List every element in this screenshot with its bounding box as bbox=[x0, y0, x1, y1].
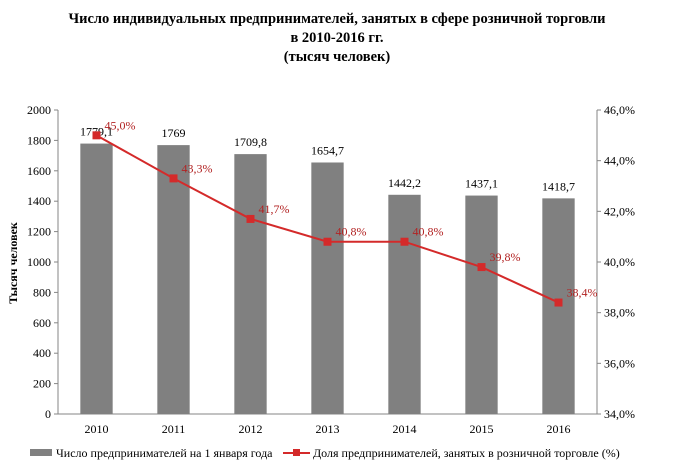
y-tick-label: 1200 bbox=[27, 225, 51, 239]
y-tick-label: 0 bbox=[45, 407, 51, 421]
chart-title-line-3: (тысяч человек) bbox=[284, 49, 391, 65]
line-marker bbox=[400, 237, 409, 246]
y-tick-label: 200 bbox=[33, 377, 51, 391]
y-tick-label: 400 bbox=[33, 346, 51, 360]
bar-value-label: 1654,7 bbox=[311, 143, 344, 157]
y-tick-label: 800 bbox=[33, 285, 51, 299]
bar bbox=[157, 145, 190, 414]
legend: Число предпринимателей на 1 января года … bbox=[30, 446, 620, 460]
x-tick-label: 2011 bbox=[162, 422, 186, 436]
legend-swatch-marker bbox=[293, 449, 300, 456]
bar-value-label: 1442,2 bbox=[388, 176, 421, 190]
bar bbox=[80, 143, 113, 415]
legend-label-bars: Число предпринимателей на 1 января года bbox=[56, 446, 273, 460]
y-tick-label: 1800 bbox=[27, 133, 51, 147]
legend-swatch-bars bbox=[30, 449, 52, 456]
y-tick-label: 2000 bbox=[27, 103, 51, 117]
line-value-label: 41,7% bbox=[259, 202, 290, 216]
line-value-label: 40,8% bbox=[413, 225, 444, 239]
y2-tick-label: 44,0% bbox=[604, 154, 635, 168]
line-value-label: 38,4% bbox=[567, 286, 598, 300]
y2-tick-label: 34,0% bbox=[604, 407, 635, 421]
line-marker bbox=[169, 174, 178, 183]
line-value-label: 39,8% bbox=[490, 250, 521, 264]
y2-tick-label: 38,0% bbox=[604, 306, 635, 320]
y-tick-label: 1600 bbox=[27, 164, 51, 178]
x-tick-label: 2012 bbox=[239, 422, 263, 436]
line-marker bbox=[323, 237, 332, 246]
x-tick-label: 2014 bbox=[393, 422, 417, 436]
x-tick-label: 2013 bbox=[316, 422, 340, 436]
bar bbox=[234, 154, 267, 414]
x-tick-label: 2010 bbox=[85, 422, 109, 436]
line-marker bbox=[477, 263, 486, 272]
line-value-label: 40,8% bbox=[336, 225, 367, 239]
line-marker bbox=[246, 214, 255, 223]
y2-tick-label: 42,0% bbox=[604, 204, 635, 218]
y-tick-label: 1400 bbox=[27, 194, 51, 208]
bar-value-label: 1418,7 bbox=[542, 179, 575, 193]
y2-tick-label: 40,0% bbox=[604, 255, 635, 269]
line-series: 45,0% 43,3% 41,7% 40,8% 40,8% 39,8% 38,4% bbox=[92, 118, 598, 307]
x-tick-label: 2015 bbox=[470, 422, 494, 436]
bar-value-label: 1709,8 bbox=[234, 135, 267, 149]
y-axis-label: Тысяч человек bbox=[6, 222, 20, 304]
x-tick-label: 2016 bbox=[547, 422, 571, 436]
chart-title-line-2: в 2010-2016 гг. bbox=[290, 30, 383, 46]
bar bbox=[465, 195, 498, 414]
ticks: 0 200 400 600 800 1000 1200 1400 1600 1800 2000 34,… bbox=[27, 103, 635, 436]
y-tick-label: 600 bbox=[33, 316, 51, 330]
line-marker bbox=[92, 131, 101, 140]
bars bbox=[80, 143, 575, 415]
y-tick-label: 1000 bbox=[27, 255, 51, 269]
line-marker bbox=[554, 298, 563, 307]
bar-value-label: 1769 bbox=[162, 126, 186, 140]
line-value-label: 45,0% bbox=[105, 118, 136, 132]
y2-tick-label: 36,0% bbox=[604, 356, 635, 370]
bar-value-label: 1437,1 bbox=[465, 177, 498, 191]
bar bbox=[388, 194, 421, 414]
line-value-label: 43,3% bbox=[182, 161, 213, 175]
legend-label-line: Доля предпринимателей, занятых в розничн… bbox=[313, 446, 620, 460]
bar bbox=[311, 162, 344, 414]
chart-title-line-1: Число индивидуальных предпринимателей, з… bbox=[68, 11, 605, 27]
chart-title: Число индивидуальных предпринимателей, з… bbox=[68, 11, 605, 65]
y2-tick-label: 46,0% bbox=[604, 103, 635, 117]
